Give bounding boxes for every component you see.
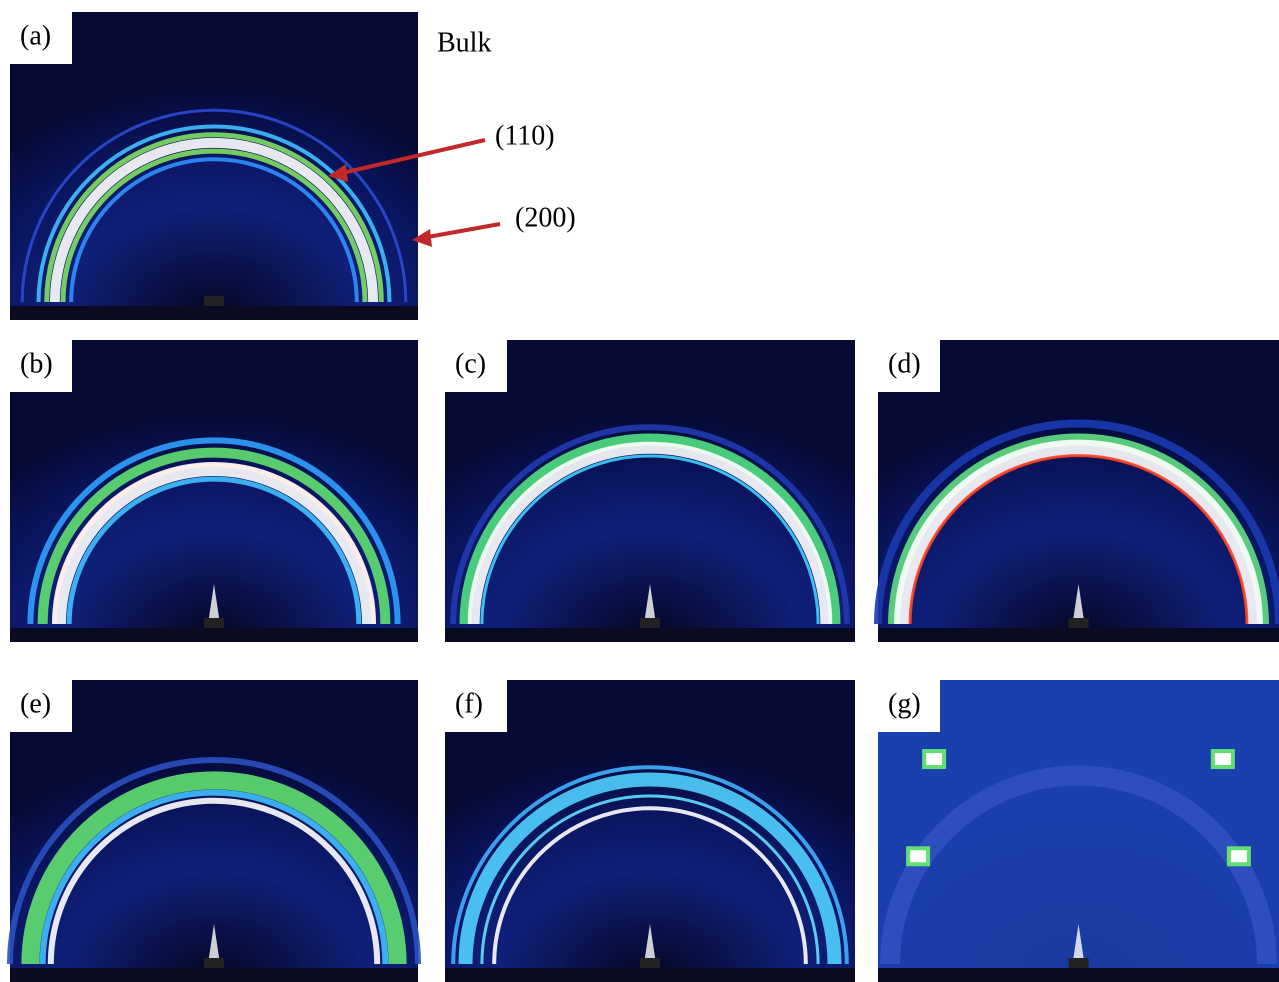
diffraction-panel: (d) <box>878 340 1279 642</box>
caption: Bulk <box>437 27 491 58</box>
panel-label: (f) <box>455 688 483 719</box>
diffraction-panel: (e) <box>10 680 418 982</box>
arrow <box>422 224 500 238</box>
figure: (a) (b) (c) (d) (e) (f) (g) Bulk (110) (200) <box>0 0 1279 982</box>
diffraction-panel: (f) <box>445 680 855 982</box>
panel-label: (d) <box>888 348 921 379</box>
panel-label: (a) <box>20 20 51 51</box>
diffraction-spot <box>924 751 944 767</box>
diffraction-panel: (g) <box>878 680 1279 982</box>
panel-label: (c) <box>455 348 486 379</box>
annotation: (110) <box>495 120 555 151</box>
diffraction-panel: (b) <box>10 340 418 642</box>
diffraction-spot <box>1229 848 1249 864</box>
panel-label: (e) <box>20 688 51 719</box>
annotation: (200) <box>515 202 576 233</box>
panel-label: (g) <box>888 688 921 719</box>
detector-edge <box>445 628 855 642</box>
detector-edge <box>445 968 855 982</box>
page: (a) (b) (c) (d) (e) (f) (g) Bulk (110) (200) (… <box>0 0 1279 982</box>
diffraction-spot <box>908 848 928 864</box>
detector-edge <box>10 628 418 642</box>
panel-label: (b) <box>20 348 53 379</box>
panels: (a) (b) (c) (d) (e) (f) (g) <box>10 12 1279 982</box>
detector-edge <box>10 306 418 320</box>
diffraction-panel: (c) <box>445 340 855 642</box>
diffraction-spot <box>1213 751 1233 767</box>
detector-edge <box>878 968 1279 982</box>
detector-edge <box>10 968 418 982</box>
detector-edge <box>878 628 1279 642</box>
diffraction-panel: (a) <box>10 12 418 320</box>
